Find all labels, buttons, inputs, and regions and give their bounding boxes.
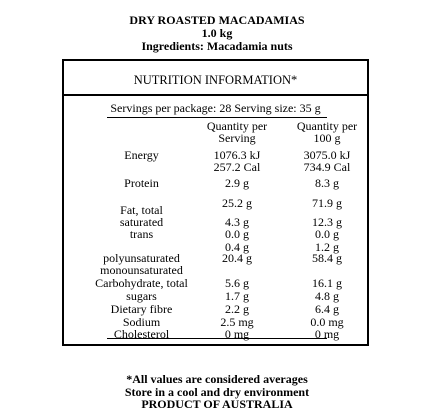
nutrient-label: Cholesterol (113, 327, 170, 341)
per-100g-value: 12.3 g (312, 215, 342, 229)
title-divider (64, 94, 367, 96)
per-100g-value: 0.0 g (315, 227, 339, 241)
column-header-per-100g-line2: 100 g (313, 131, 341, 145)
servings-line: Servings per package: 28 Serving size: 3… (110, 101, 321, 115)
nutrient-label: Energy (124, 148, 159, 162)
averages-note: *All values are considered averages (126, 372, 308, 386)
column-header-per-serving: Quantity per Serving (194, 120, 280, 144)
per-serving-value: 0 mg (224, 327, 250, 341)
servings-divider (107, 117, 327, 118)
column-header-per-100g-line1: Quantity per (296, 119, 358, 133)
per-100g-value: 0.0 mg (310, 315, 344, 329)
nutrient-label: Carbohydrate, total (95, 276, 188, 290)
product-title: DRY ROASTED MACADAMIAS (129, 13, 305, 27)
per-serving-value: 0.0 g (225, 227, 249, 241)
per-serving-value: 257.2 Cal (213, 160, 261, 174)
per-serving-value: 2.2 g (225, 302, 249, 316)
per-serving-value: 4.3 g (225, 215, 249, 229)
bottom-divider (107, 338, 327, 339)
product-header: DRY ROASTED MACADAMIAS 1.0 kg Ingredient… (0, 14, 434, 53)
origin-note: PRODUCT OF AUSTRALIA (141, 397, 293, 411)
nutrient-label: monounsaturated (100, 263, 183, 277)
per-serving-value: 0.4 g (225, 240, 249, 254)
per-serving-value: 1076.3 kJ (213, 148, 261, 162)
nutrition-panel: NUTRITION INFORMATION* Servings per pack… (62, 59, 369, 346)
per-100g-value: 3075.0 kJ (303, 148, 351, 162)
per-100g-value: 1.2 g (315, 240, 339, 254)
per-100g-value: 58.4 g (312, 251, 342, 265)
nutrient-label: trans (129, 227, 154, 241)
product-weight: 1.0 kg (201, 26, 233, 40)
column-header-per-serving-line2: Serving (218, 131, 256, 145)
nutrient-label: Dietary fibre (110, 302, 173, 316)
per-100g-value: 6.4 g (315, 302, 339, 316)
per-100g-value: 16.1 g (312, 276, 342, 290)
nutrition-title: NUTRITION INFORMATION* (133, 73, 298, 87)
per-100g-value: 0 mg (314, 327, 340, 341)
per-100g-value: 8.3 g (315, 176, 339, 190)
per-100g-value: 734.9 Cal (303, 160, 351, 174)
column-header-per-serving-line1: Quantity per (206, 119, 268, 133)
per-serving-value: 2.5 mg (220, 315, 254, 329)
per-serving-value: 20.4 g (222, 251, 252, 265)
nutrient-label: Protein (124, 176, 159, 190)
nutrient-label: Fat, total (120, 203, 163, 217)
storage-note: Store in a cool and dry environment (124, 384, 310, 399)
label-footer: *All values are considered averages Stor… (0, 373, 434, 411)
nutrient-label: saturated (119, 215, 164, 229)
per-serving-value: 5.6 g (225, 276, 249, 290)
per-100g-value: 4.8 g (315, 289, 339, 303)
per-100g-value: 71.9 g (312, 196, 342, 210)
per-serving-value: 2.9 g (225, 176, 249, 190)
ingredients-line: Ingredients: Macadamia nuts (141, 39, 293, 53)
nutrient-label: Sodium (122, 315, 161, 329)
nutrient-label: polyunsaturated (103, 251, 180, 265)
nutrient-label: sugars (126, 289, 157, 303)
per-serving-value: 1.7 g (225, 289, 249, 303)
per-serving-value: 25.2 g (222, 196, 252, 210)
column-header-per-100g: Quantity per 100 g (285, 120, 369, 144)
